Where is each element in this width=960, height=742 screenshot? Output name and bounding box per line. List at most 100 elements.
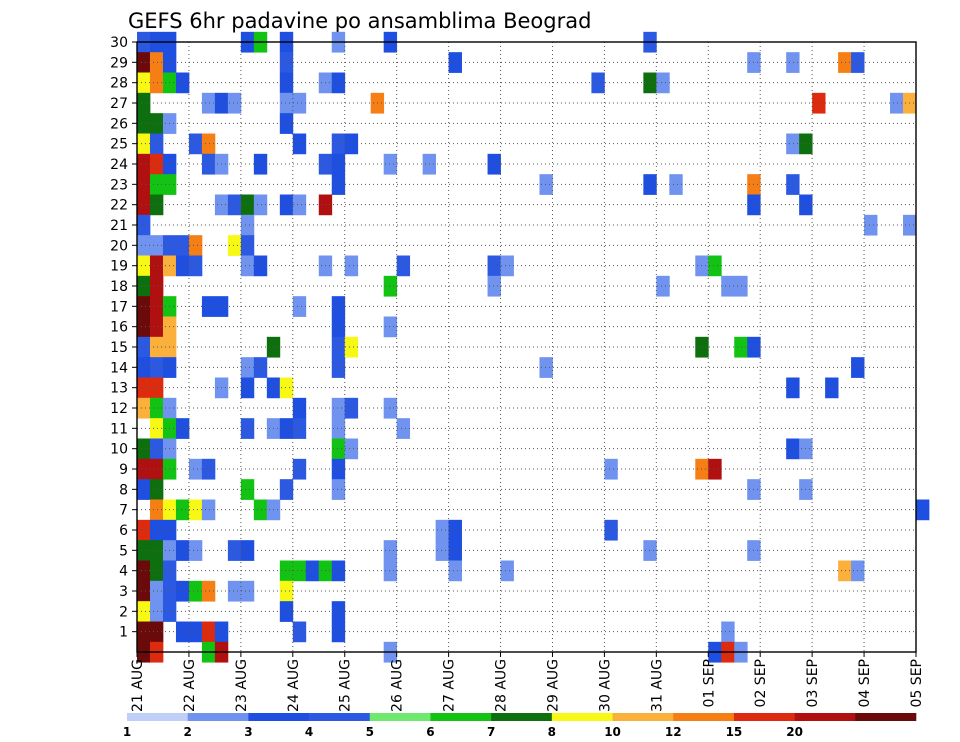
heatmap-cell [656,72,670,94]
y-axis-ticks: 1234567891011121314151617181920212223242… [110,35,137,641]
heatmap-cell [383,560,398,582]
heatmap-cell [643,72,657,94]
heatmap-cell [396,255,411,277]
heatmap-cell [344,438,359,460]
heatmap-cell [137,336,151,358]
heatmap-cell [279,601,294,622]
heatmap-cell [500,560,514,582]
heatmap-cell [604,458,618,480]
heatmap-cell [344,133,359,155]
heatmap-cell [149,499,164,521]
y-tick-label: 18 [110,279,128,295]
heatmap-cell [669,174,683,195]
heatmap-cell [331,418,346,439]
heatmap-cell [137,113,151,134]
heatmap-cell [149,397,164,419]
heatmap-cell [201,499,216,521]
x-tick-label: 22 AUG [182,659,198,712]
heatmap-cell [149,601,164,622]
colorbar-label: 10 [604,725,621,739]
heatmap-cell [175,418,190,439]
heatmap-cell [435,540,449,561]
heatmap-cell [279,113,294,134]
heatmap-cell [201,133,216,155]
colorbar-swatch [491,713,553,721]
heatmap-cell [721,275,735,297]
y-tick-label: 2 [119,604,128,620]
heatmap-cell [331,72,346,94]
heatmap-cell [292,397,307,419]
y-tick-label: 6 [119,523,128,539]
heatmap-cell [331,621,346,643]
colorbar-swatch [187,713,249,721]
heatmap-cell [331,133,346,155]
y-tick-label: 27 [110,96,128,112]
heatmap-cell [448,560,462,582]
colorbar-label: 2 [184,725,192,739]
heatmap-cell [175,540,190,561]
chart-title: GEFS 6hr padavine po ansamblima Beograd [128,9,591,33]
y-tick-label: 14 [110,360,128,376]
heatmap-cell [487,255,501,277]
heatmap-cells [137,31,930,663]
heatmap-cell [825,377,839,399]
heatmap-cell [383,275,398,297]
colorbar-label: 5 [366,725,374,739]
heatmap-cell [305,560,320,582]
heatmap-cell [188,580,203,602]
y-tick-label: 20 [110,238,128,254]
y-tick-label: 17 [110,299,128,315]
heatmap-cell [292,458,307,480]
heatmap-cell [838,560,852,582]
heatmap-cell [227,235,242,256]
heatmap-cell [149,52,164,73]
heatmap-cell [279,194,294,216]
heatmap-cell [292,560,307,582]
heatmap-cell [149,560,164,582]
heatmap-cell [175,255,190,277]
y-tick-label: 25 [110,137,128,153]
heatmap-cell [240,194,255,216]
heatmap-cell [227,92,242,114]
heatmap-cell [279,580,294,602]
heatmap-cell [149,357,164,378]
heatmap-cell [149,255,164,277]
heatmap-cell [137,357,151,378]
heatmap-cell [149,72,164,94]
heatmap-cell [279,72,294,94]
colorbar-swatch [855,713,917,721]
heatmap-cell [292,92,307,114]
heatmap-cell [448,52,462,73]
heatmap-cell [149,377,164,399]
heatmap-cell [227,580,242,602]
y-tick-label: 5 [119,543,128,559]
x-tick-label: 02 SEP [753,659,769,707]
heatmap-cell [201,458,216,480]
x-tick-label: 30 AUG [597,659,613,712]
heatmap-cell [149,133,164,155]
heatmap-cell [188,499,203,521]
x-tick-label: 21 AUG [130,659,146,712]
heatmap-cell [201,296,216,317]
heatmap-cell [137,92,151,114]
heatmap-cell [721,621,735,643]
heatmap-cell [188,621,203,643]
heatmap-cell [175,499,190,521]
heatmap-cell [383,153,398,175]
heatmap-cell [383,540,398,561]
heatmap-cell [383,397,398,419]
heatmap-cell [786,52,800,73]
heatmap-cell [201,153,216,175]
heatmap-cell [240,479,255,500]
heatmap-cell [435,519,449,541]
x-tick-label: 03 SEP [805,659,821,707]
heatmap-cell [331,336,346,358]
y-tick-label: 21 [110,218,128,234]
heatmap-cell [253,357,268,378]
heatmap-cell [149,438,164,460]
colorbar-label: 20 [786,725,803,739]
heatmap-cell [331,479,346,500]
heatmap-cell [279,52,294,73]
heatmap-cell [253,153,268,175]
